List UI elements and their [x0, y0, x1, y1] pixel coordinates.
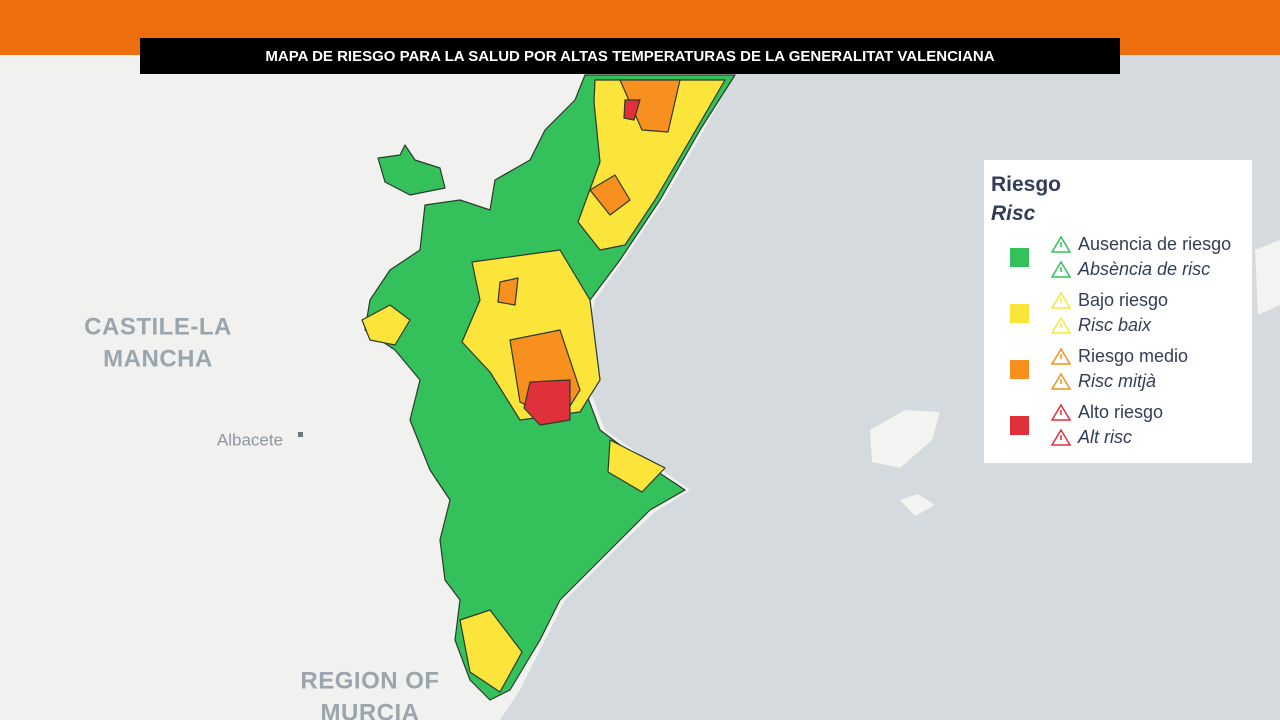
city-dot — [298, 432, 303, 437]
legend-swatch — [1010, 304, 1029, 323]
warning-icon — [1050, 428, 1072, 446]
warning-icon — [1050, 403, 1072, 421]
legend-label: Alto riesgo — [1078, 402, 1163, 422]
title-bar — [140, 38, 1120, 74]
legend-label: Absència de risc — [1077, 259, 1210, 279]
legend-label: Risc baix — [1078, 315, 1152, 335]
map-labels: CASTILE-LA MANCHA Albacete REGION OF MURCIA — [84, 313, 439, 720]
region-area — [377, 144, 446, 196]
map-label: REGION OF — [300, 667, 439, 694]
legend-items: Ausencia de riesgo Absència de risc Bajo r… — [1010, 234, 1231, 447]
region-area — [523, 379, 571, 426]
region-area — [607, 439, 666, 493]
legend-label: Ausencia de riesgo — [1078, 234, 1231, 254]
title: MAPA DE RIESGO PARA LA SALUD POR ALTAS T… — [265, 48, 994, 65]
warning-icon — [1050, 347, 1072, 365]
map-label: MURCIA — [321, 699, 420, 720]
legend-swatch — [1010, 248, 1029, 267]
legend-label: Riesgo medio — [1078, 346, 1188, 366]
map-label: CASTILE-LA — [84, 313, 232, 340]
warning-icon — [1050, 235, 1072, 253]
region-area — [459, 609, 523, 693]
municipalities — [361, 74, 736, 701]
legend-swatch — [1010, 416, 1029, 435]
legend-subtitle: Risc — [991, 202, 1036, 225]
legend-swatch — [1010, 360, 1029, 379]
region-area — [497, 277, 519, 306]
warning-icon — [1050, 260, 1072, 278]
legend-label: Bajo riesgo — [1078, 290, 1168, 310]
map-label: MANCHA — [103, 345, 213, 372]
legend-label: Risc mitjà — [1078, 371, 1156, 391]
island — [870, 410, 940, 468]
legend-label: Alt risc — [1077, 427, 1132, 447]
island — [1255, 240, 1280, 315]
map-label: Albacete — [217, 430, 283, 449]
warning-icon — [1050, 372, 1072, 390]
warning-icon — [1050, 291, 1072, 309]
legend-title: Riesgo — [991, 173, 1061, 196]
region-area — [589, 174, 631, 216]
island — [900, 494, 935, 516]
warning-icon — [1050, 316, 1072, 334]
region-area — [361, 304, 411, 346]
region-area — [623, 99, 641, 121]
